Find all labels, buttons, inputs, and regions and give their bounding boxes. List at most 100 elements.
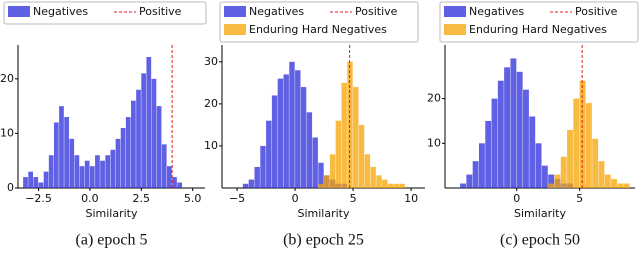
histogram-bar xyxy=(89,166,95,188)
caption: (c) epoch 50 xyxy=(500,232,580,249)
y-tick-label: 0 xyxy=(7,181,14,194)
histogram-bar xyxy=(64,117,69,188)
histogram-bar xyxy=(120,127,126,188)
y-tick-label: 30 xyxy=(204,55,218,68)
histogram-bar xyxy=(585,103,592,188)
histogram-bar xyxy=(382,179,388,188)
histogram-bar xyxy=(579,80,586,188)
legend-box xyxy=(219,1,419,43)
histogram-bar xyxy=(289,61,295,188)
legend-swatch xyxy=(224,24,246,35)
x-tick-label: 0.0 xyxy=(81,192,99,205)
histogram-bar xyxy=(254,166,260,188)
histogram-bar xyxy=(33,177,39,188)
histogram-bar xyxy=(166,166,172,188)
histogram-bar xyxy=(156,106,162,188)
histogram-bar xyxy=(393,183,400,188)
histogram-bar xyxy=(306,112,313,188)
histogram-bar xyxy=(248,179,255,188)
histogram-bar xyxy=(611,179,617,188)
histogram-bar xyxy=(358,124,365,188)
x-tick-label: 5 xyxy=(350,192,357,205)
histogram-bar xyxy=(48,155,54,188)
histogram-bar xyxy=(329,154,336,188)
histogram-bar xyxy=(277,78,284,188)
histogram-bar xyxy=(604,174,611,188)
legend-label: Negatives xyxy=(469,5,524,18)
histogram-bar xyxy=(554,174,561,188)
histogram-bar xyxy=(548,183,555,188)
legend-label: Enduring Hard Negatives xyxy=(469,23,607,36)
histogram-bar xyxy=(573,98,580,188)
legend-swatch xyxy=(444,6,466,17)
legend-swatch xyxy=(224,6,246,17)
x-tick-label: 2.5 xyxy=(133,192,151,205)
histogram-bar xyxy=(318,183,324,188)
histogram-bar xyxy=(28,171,34,188)
histogram-bar xyxy=(131,100,136,188)
histogram-bar xyxy=(376,175,382,188)
histogram-bar xyxy=(151,78,157,188)
histogram-bar xyxy=(271,95,278,188)
histogram-bar xyxy=(497,80,504,188)
histogram-bar xyxy=(485,120,492,188)
histogram-bar xyxy=(478,143,485,188)
legend-label: Positive xyxy=(575,5,618,18)
histogram-bar xyxy=(69,138,75,188)
histogram-bar xyxy=(266,120,272,188)
histogram-bar xyxy=(242,183,249,188)
histogram-bar xyxy=(74,155,80,188)
x-axis-label: Similarity xyxy=(85,207,137,220)
histogram-bar xyxy=(560,156,567,188)
histogram-bar xyxy=(567,129,573,188)
histogram-bar xyxy=(324,175,330,188)
histogram-bar xyxy=(318,162,324,188)
histogram-bar xyxy=(136,89,141,188)
histogram-bar xyxy=(23,177,28,188)
histogram-bar xyxy=(472,161,479,188)
y-tick-label: 20 xyxy=(204,97,218,110)
histogram-bar xyxy=(161,144,167,188)
y-tick-label: 20 xyxy=(427,92,441,105)
histogram-bar xyxy=(115,138,121,188)
histogram-bar xyxy=(460,183,466,188)
histogram-bar xyxy=(141,73,147,188)
histogram-bar xyxy=(623,183,630,188)
legend-label: Enduring Hard Negatives xyxy=(249,23,387,36)
histogram-bar xyxy=(491,98,498,188)
histogram-bar xyxy=(312,137,318,188)
y-tick-label: 10 xyxy=(0,126,14,139)
legend-box xyxy=(3,1,207,25)
x-tick-label: −5 xyxy=(229,192,245,205)
histogram-bar xyxy=(364,154,371,188)
x-axis-label: Similarity xyxy=(514,207,566,220)
histogram-bar xyxy=(617,183,624,188)
x-tick-label: 5.0 xyxy=(184,192,202,205)
x-tick-label: 10 xyxy=(404,192,418,205)
histogram-bar xyxy=(541,165,548,188)
histogram-bar xyxy=(38,182,44,188)
histogram-bar xyxy=(504,67,511,188)
histogram-bar xyxy=(516,71,523,188)
histogram-bar xyxy=(95,155,100,188)
legend-box xyxy=(439,1,639,43)
histogram-bar xyxy=(84,160,90,188)
histogram-bar xyxy=(53,122,59,188)
histogram-bar xyxy=(59,106,64,188)
legend-swatch xyxy=(444,24,466,35)
histogram-bar xyxy=(172,177,177,188)
x-tick-label: 5 xyxy=(576,192,583,205)
y-tick-label: 20 xyxy=(0,72,14,85)
y-tick-label: 10 xyxy=(427,136,441,149)
histogram-bar xyxy=(295,70,301,188)
histogram-bar xyxy=(110,149,116,188)
x-tick-label: 0 xyxy=(292,192,299,205)
histogram-bar xyxy=(79,166,85,188)
histogram-bar xyxy=(523,89,529,188)
histogram-bar xyxy=(260,145,266,188)
histogram-bar xyxy=(548,174,555,188)
histogram-bar xyxy=(510,58,517,188)
x-tick-label: −2.5 xyxy=(25,192,52,205)
caption: (b) epoch 25 xyxy=(283,232,364,249)
